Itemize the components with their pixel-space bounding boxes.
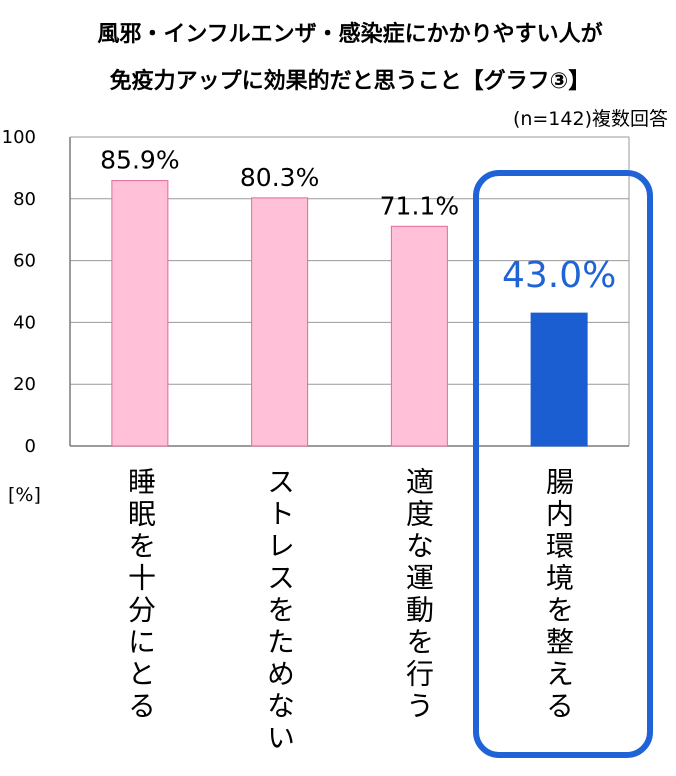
data-label-3: 43.0% [502,255,616,296]
y-tick-label-40: 40 [13,312,36,333]
category-label-stress: ストレスをためない [263,467,296,755]
bar-3 [530,312,588,447]
data-label-1: 80.3% [240,163,319,192]
data-label-0: 85.9% [100,146,179,175]
chart-title-line-2: 免疫力アップに効果的だと思うこと【グラフ③】 [109,69,591,94]
y-tick-label-20: 20 [13,374,36,395]
chart-title-line-1: 風邪・インフルエンザ・感染症にかかりやすい人が [97,22,603,47]
chart-subtitle: (n=142)複数回答 [512,108,668,130]
bar-0 [111,180,169,447]
category-label-sleep: 睡眠を十分にとる [124,467,157,723]
y-tick-label-80: 80 [13,189,36,210]
bar-2 [390,225,448,447]
y-tick-label-0: 0 [25,436,36,457]
category-label-gut: 腸内環境を整える [542,467,575,723]
y-axis-unit: [%] [8,484,41,506]
y-tick-label-60: 60 [13,251,36,272]
category-label-exercise: 適度な運動を行う [402,467,435,723]
highlight-frame [473,170,653,758]
y-tick-label-100: 100 [2,127,36,148]
bar-1 [251,197,309,447]
data-label-2: 71.1% [380,191,459,220]
